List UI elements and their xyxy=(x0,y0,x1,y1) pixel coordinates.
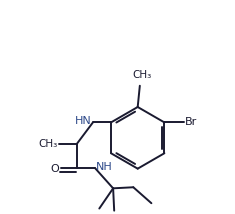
Text: HN: HN xyxy=(75,116,92,126)
Text: Br: Br xyxy=(185,117,197,127)
Text: CH₃: CH₃ xyxy=(132,70,152,80)
Text: NH: NH xyxy=(96,162,113,172)
Text: CH₃: CH₃ xyxy=(39,139,58,149)
Text: O: O xyxy=(50,164,59,174)
